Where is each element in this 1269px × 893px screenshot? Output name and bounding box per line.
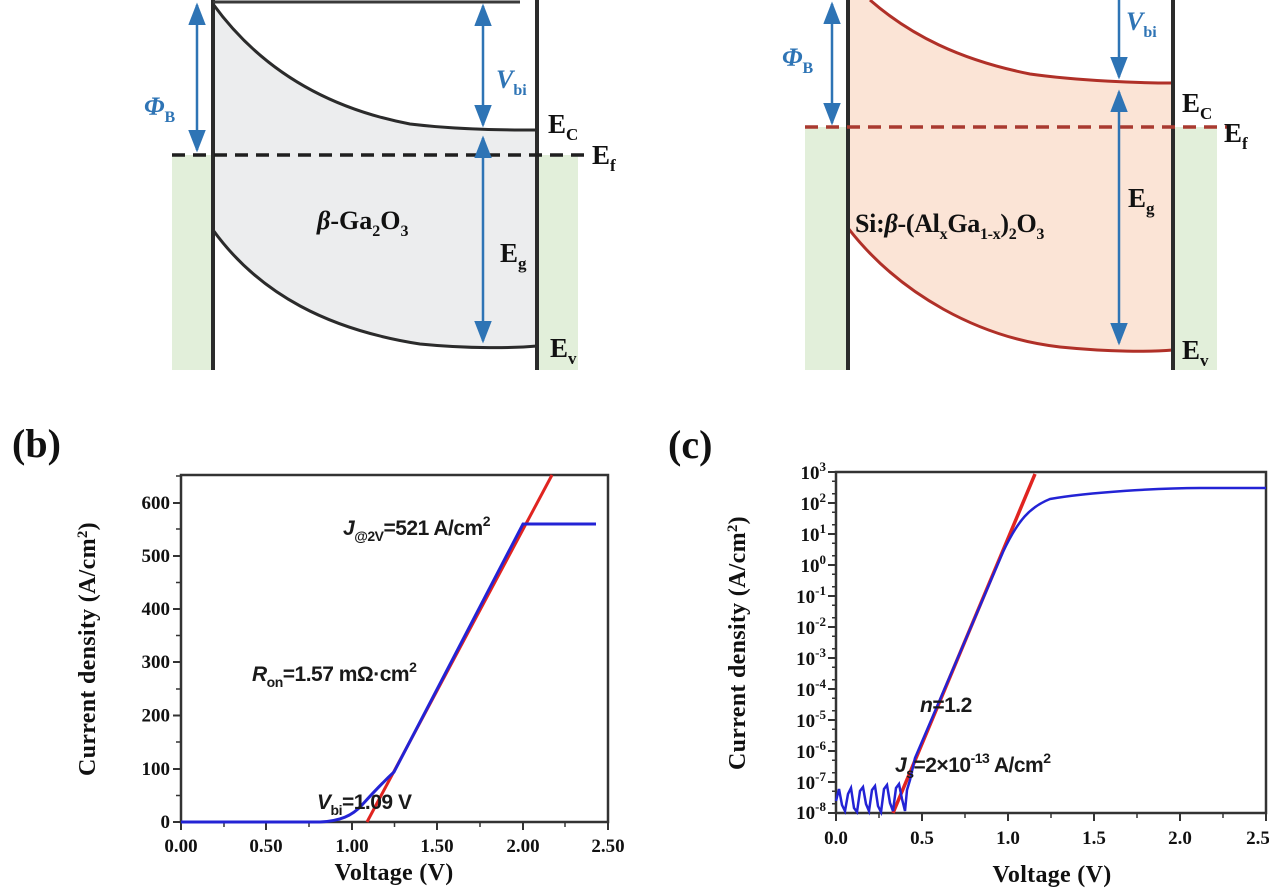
svg-text:2.5: 2.5 — [1246, 828, 1269, 849]
band-diagram-ga2o3: ΦB Vbi EC Ef Eg Ev β-Ga2O3 — [144, 0, 616, 370]
y-axis-title: Current density (A/cm2) — [75, 522, 101, 776]
x-major-ticks — [835, 813, 1267, 821]
annotation-j2v: J@2V=521 A/cm2 — [343, 513, 491, 544]
svg-text:1.00: 1.00 — [335, 836, 368, 857]
ev-label: Ev — [550, 333, 577, 368]
annotation-vbi: Vbi=1.09 V — [317, 791, 412, 818]
y-minor-ticks — [832, 480, 836, 805]
annotation-js: Js=2×10-13 A/cm2 — [895, 750, 1051, 781]
jv-curve-semilog — [834, 486, 1266, 817]
x-axis-title: Voltage (V) — [334, 860, 453, 886]
svg-text:0: 0 — [161, 812, 171, 833]
material-label-ga2o3: β-Ga2O3 — [316, 206, 408, 240]
ec-label: EC — [1182, 88, 1212, 123]
material-label-algao: Si:β-(AlxGa1-x)2O3 — [855, 209, 1044, 243]
y-axis-title: Current density (A/cm2) — [725, 516, 751, 770]
bandgap-fill — [213, 4, 537, 348]
y-tick-labels: 0 100 200 300 400 500 600 — [142, 493, 171, 833]
conduction-band-curve — [869, 0, 1174, 85]
svg-text:10-6: 10-6 — [796, 738, 826, 763]
linear-jv-chart: (b) 0 100 200 300 400 500 600 0.00 0.50 … — [12, 421, 625, 886]
ec-label: EC — [548, 109, 578, 144]
x-axis-title: Voltage (V) — [992, 862, 1111, 888]
svg-text:10-8: 10-8 — [796, 799, 826, 824]
contact-regions — [805, 127, 1217, 370]
jv-curve — [181, 522, 596, 824]
svg-text:0.5: 0.5 — [910, 828, 934, 849]
annotation-arrows — [823, 0, 1128, 346]
vbi-label: Vbi — [1126, 7, 1157, 41]
svg-text:400: 400 — [142, 599, 171, 620]
svg-text:10-2: 10-2 — [796, 614, 826, 639]
svg-text:2.50: 2.50 — [591, 836, 624, 857]
ev-label: Ev — [1182, 335, 1209, 370]
panel-label-c: (c) — [668, 422, 712, 467]
x-tick-labels: 0.00 0.50 1.00 1.50 2.00 2.50 — [164, 836, 624, 857]
eg-label: Eg — [1128, 183, 1155, 218]
y-minor-ticks — [176, 475, 181, 797]
annotation-n: n=1.2 — [920, 694, 972, 717]
svg-text:100: 100 — [142, 759, 171, 780]
svg-text:10-3: 10-3 — [796, 645, 826, 670]
svg-text:0.50: 0.50 — [249, 836, 282, 857]
y-major-ticks — [173, 502, 181, 823]
contact-regions — [172, 155, 578, 370]
svg-text:10-7: 10-7 — [796, 769, 826, 794]
svg-text:102: 102 — [801, 490, 827, 515]
x-minor-ticks — [878, 813, 1224, 818]
svg-text:2.0: 2.0 — [1168, 828, 1192, 849]
svg-text:0.0: 0.0 — [824, 828, 848, 849]
phi-b-label: ΦB — [144, 92, 176, 126]
svg-text:1.50: 1.50 — [420, 836, 453, 857]
svg-text:600: 600 — [142, 493, 171, 514]
valence-band-curve — [211, 229, 538, 350]
svg-text:10-5: 10-5 — [796, 707, 826, 732]
phi-b-label: ΦB — [782, 43, 814, 77]
svg-text:103: 103 — [801, 459, 827, 484]
svg-text:300: 300 — [142, 652, 171, 673]
annotation-ron: Ron=1.57 mΩ·cm2 — [252, 659, 417, 690]
bandgap-fill — [848, 0, 1173, 352]
x-tick-labels: 0.0 0.5 1.0 1.5 2.0 2.5 — [824, 828, 1269, 849]
conduction-band-curve — [211, 3, 538, 132]
panel-label-b: (b) — [12, 421, 61, 466]
svg-text:100: 100 — [801, 552, 827, 577]
y-major-ticks — [828, 471, 836, 814]
valence-band-curve — [846, 227, 1174, 353]
svg-text:1.5: 1.5 — [1082, 828, 1106, 849]
svg-text:1.0: 1.0 — [996, 828, 1020, 849]
x-major-ticks — [180, 822, 609, 830]
semilog-jv-chart: (c) 103 102 101 100 10-1 10-2 10-3 10-4 … — [668, 422, 1269, 888]
annotation-arrows — [188, 2, 492, 344]
svg-text:2.00: 2.00 — [506, 836, 539, 857]
ef-label: Ef — [592, 140, 616, 175]
eg-label: Eg — [500, 238, 527, 273]
vbi-label: Vbi — [496, 65, 527, 99]
x-minor-ticks — [223, 822, 566, 827]
band-diagram-algao: ΦB Vbi EC Ef Eg Ev Si:β-(AlxGa1-x)2O3 — [782, 0, 1248, 370]
svg-text:500: 500 — [142, 546, 171, 567]
y-tick-labels: 103 102 101 100 10-1 10-2 10-3 10-4 10-5… — [796, 459, 826, 824]
svg-text:101: 101 — [801, 521, 827, 546]
svg-text:10-4: 10-4 — [796, 676, 826, 701]
svg-text:10-1: 10-1 — [796, 583, 826, 608]
ef-label: Ef — [1224, 118, 1248, 153]
svg-text:200: 200 — [142, 706, 171, 727]
svg-text:0.00: 0.00 — [164, 836, 197, 857]
